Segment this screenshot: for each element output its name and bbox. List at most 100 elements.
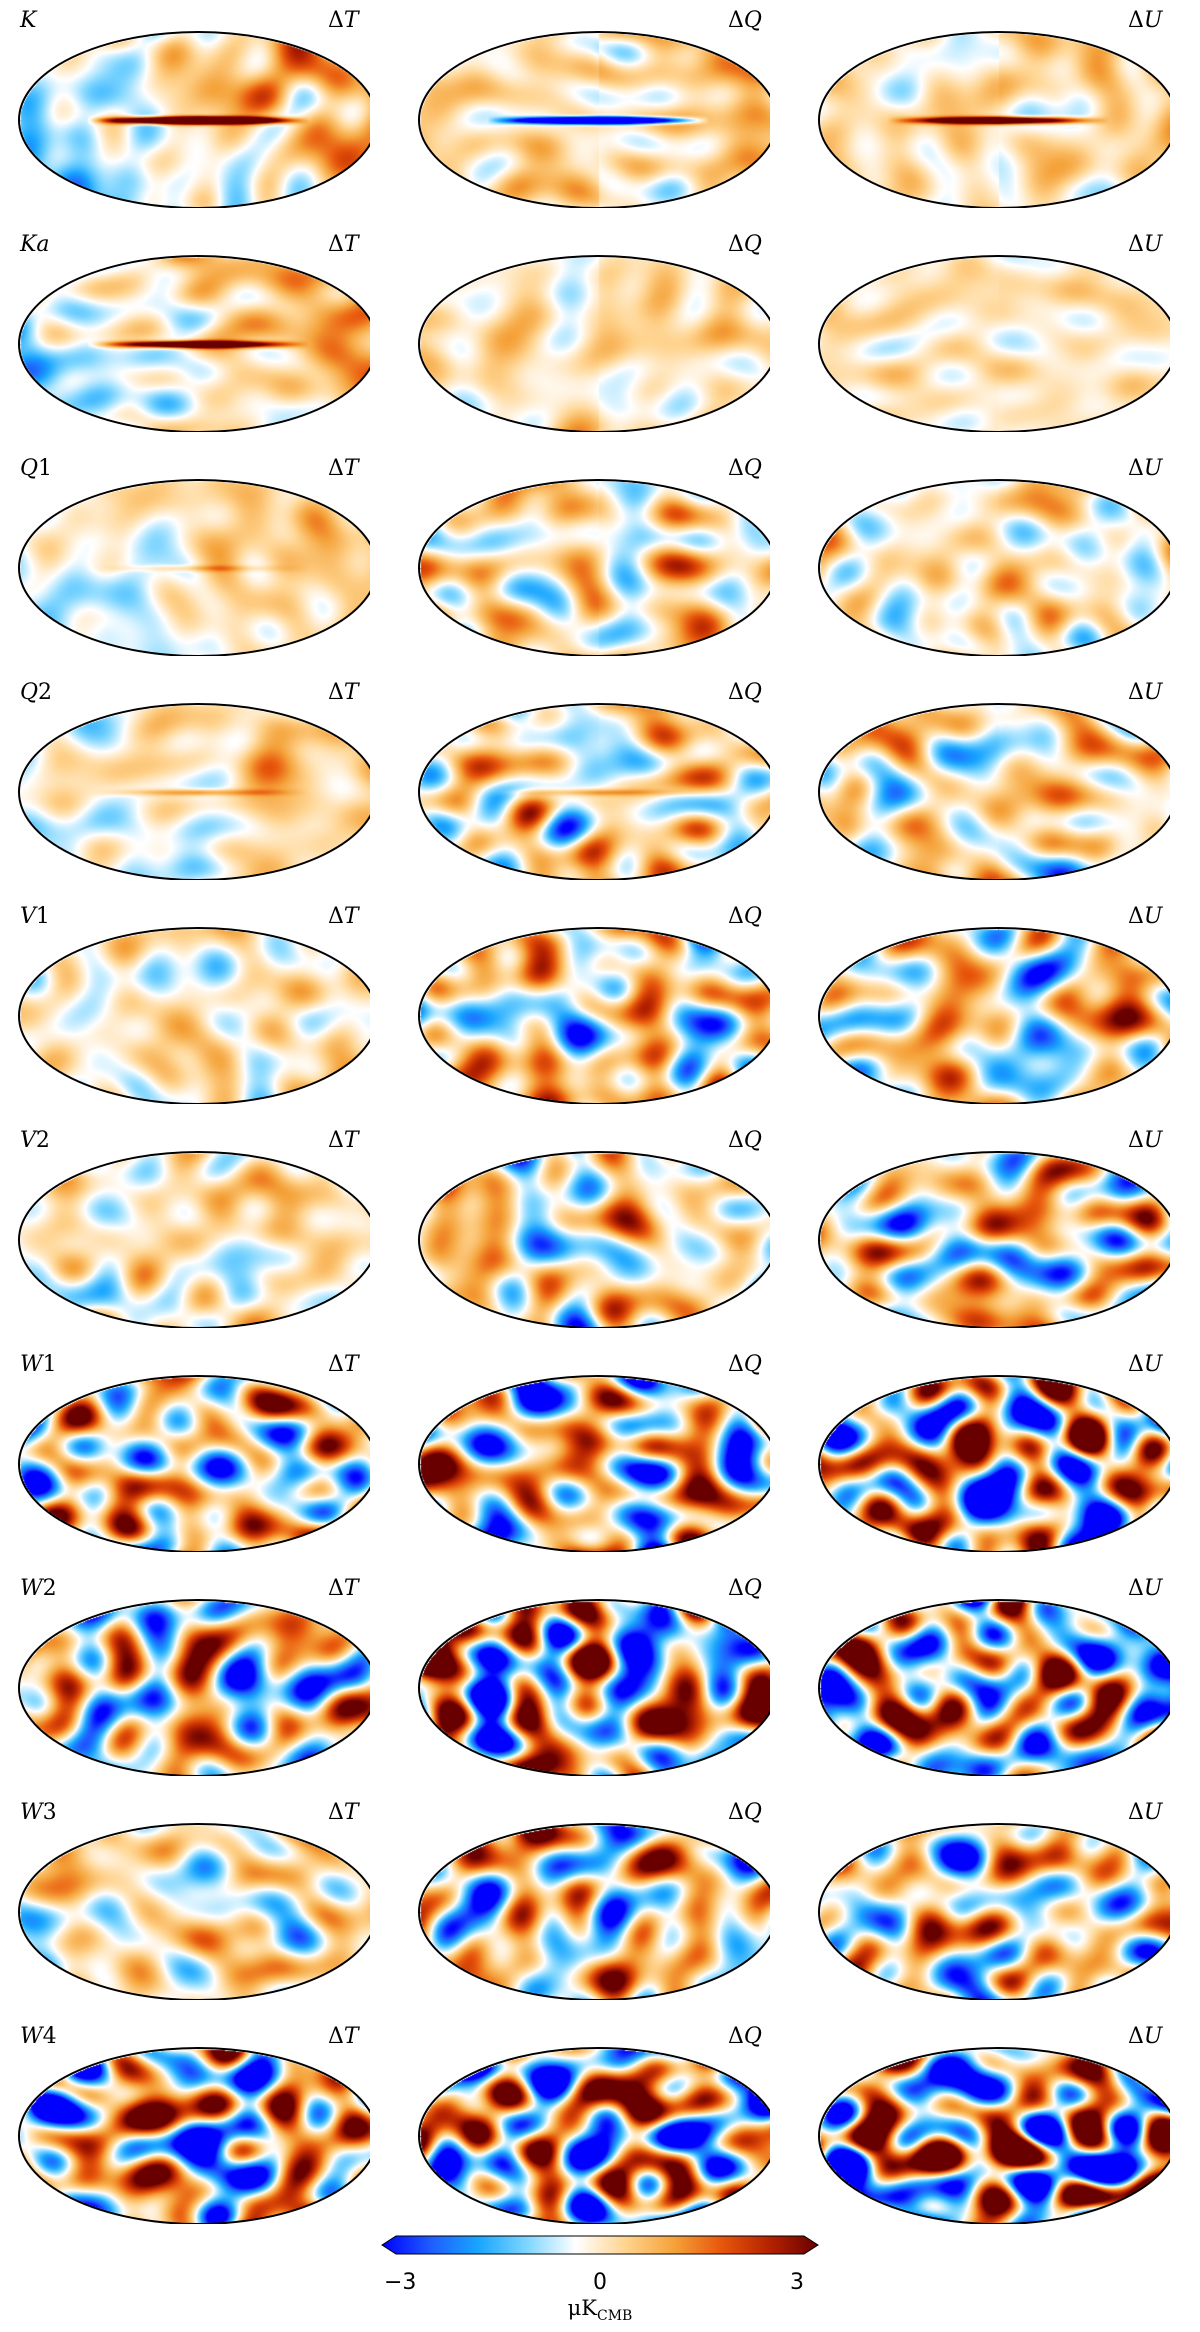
stokes-label: ΔT	[328, 1800, 370, 1825]
map-outline	[418, 927, 770, 1104]
sky-map-image	[810, 1352, 1170, 1552]
stokes-symbol: Q	[743, 232, 762, 257]
colorbar-unit-label: μKCMB	[380, 2296, 820, 2324]
band-index: 1	[35, 904, 50, 929]
band-label: V2	[20, 1128, 50, 1153]
map-outline	[818, 927, 1170, 1104]
sky-map-image	[10, 1128, 370, 1328]
stokes-label: ΔQ	[728, 8, 770, 33]
mollweide-boundary	[418, 1375, 770, 1552]
sky-map-image	[810, 904, 1170, 1104]
map-outline	[418, 1151, 770, 1328]
band-label: W3	[20, 1800, 57, 1825]
sky-map-image	[810, 456, 1170, 656]
sky-map-image	[410, 1128, 770, 1328]
band-index: 2	[35, 1128, 50, 1153]
map-cell: ΔQ	[410, 1576, 770, 1776]
delta-symbol: Δ	[328, 8, 344, 33]
band-label: V1	[20, 904, 50, 929]
band-name: Q	[20, 680, 39, 705]
stokes-symbol: T	[343, 1128, 359, 1153]
band-name: W	[20, 1576, 43, 1601]
band-label: Ka	[20, 232, 50, 257]
colorbar-gradient	[381, 2235, 819, 2255]
band-name: W	[20, 1352, 43, 1377]
delta-symbol: Δ	[1128, 456, 1144, 481]
stokes-label: ΔT	[328, 1576, 370, 1601]
stokes-label: ΔT	[328, 904, 370, 929]
map-outline	[418, 1823, 770, 2000]
mollweide-boundary	[18, 1823, 370, 2000]
band-index: 4	[42, 2024, 57, 2049]
mollweide-boundary	[18, 703, 370, 880]
map-cell: ΔU	[810, 904, 1170, 1104]
map-outline	[18, 927, 370, 1104]
map-outline	[818, 1151, 1170, 1328]
band-label: W4	[20, 2024, 57, 2049]
map-cell: ΔQ	[410, 456, 770, 656]
map-outline	[818, 31, 1170, 208]
colorbar-mid-label: 0	[593, 2270, 607, 2295]
stokes-symbol: Q	[743, 1800, 762, 1825]
map-cell: ΔU	[810, 680, 1170, 880]
map-grid: K ΔT ΔQ ΔU Ka ΔT ΔQ ΔU Q1 ΔT ΔQ ΔU Q2 ΔT ΔQ ΔU V1 ΔT ΔQ ΔU V…	[10, 8, 1170, 2224]
stokes-symbol: T	[343, 2024, 359, 2049]
delta-symbol: Δ	[728, 232, 744, 257]
band-index: 2	[42, 1576, 57, 1601]
map-cell: ΔU	[810, 1128, 1170, 1328]
delta-symbol: Δ	[728, 2024, 744, 2049]
delta-symbol: Δ	[728, 904, 744, 929]
band-name: V	[20, 1128, 36, 1153]
sky-map-image	[10, 2024, 370, 2224]
sky-map-image	[10, 1800, 370, 2000]
mollweide-boundary	[818, 2047, 1170, 2224]
map-cell: ΔQ	[410, 1128, 770, 1328]
stokes-symbol: Q	[743, 904, 762, 929]
delta-symbol: Δ	[728, 1800, 744, 1825]
mollweide-boundary	[418, 703, 770, 880]
stokes-label: ΔT	[328, 680, 370, 705]
stokes-symbol: U	[1143, 1352, 1163, 1377]
delta-symbol: Δ	[1128, 904, 1144, 929]
delta-symbol: Δ	[1128, 8, 1144, 33]
mollweide-boundary	[418, 1599, 770, 1776]
delta-symbol: Δ	[328, 1352, 344, 1377]
stokes-label: ΔQ	[728, 1800, 770, 1825]
mollweide-boundary	[818, 31, 1170, 208]
stokes-label: ΔU	[1128, 232, 1170, 257]
sky-map-image	[810, 1800, 1170, 2000]
stokes-label: ΔT	[328, 2024, 370, 2049]
stokes-symbol: Q	[743, 8, 762, 33]
map-cell: ΔU	[810, 1800, 1170, 2000]
delta-symbol: Δ	[328, 456, 344, 481]
delta-symbol: Δ	[1128, 680, 1144, 705]
stokes-symbol: U	[1143, 1576, 1163, 1601]
stokes-label: ΔU	[1128, 1128, 1170, 1153]
mollweide-boundary	[418, 927, 770, 1104]
band-index: 1	[42, 1352, 57, 1377]
stokes-label: ΔT	[328, 232, 370, 257]
stokes-label: ΔQ	[728, 680, 770, 705]
map-outline	[18, 2047, 370, 2224]
band-index: 1	[38, 456, 53, 481]
stokes-label: ΔU	[1128, 1800, 1170, 1825]
sky-map-image	[10, 1576, 370, 1776]
map-outline	[418, 1375, 770, 1552]
stokes-symbol: T	[343, 904, 359, 929]
mollweide-boundary	[818, 1375, 1170, 1552]
sky-map-image	[10, 680, 370, 880]
sky-map-image	[10, 8, 370, 208]
band-label: W1	[20, 1352, 57, 1377]
stokes-label: ΔU	[1128, 1576, 1170, 1601]
mollweide-boundary	[18, 1375, 370, 1552]
sky-map-image	[410, 2024, 770, 2224]
delta-symbol: Δ	[328, 680, 344, 705]
band-label: W2	[20, 1576, 57, 1601]
sky-map-image	[10, 232, 370, 432]
band-name: K	[20, 8, 37, 33]
stokes-symbol: Q	[743, 456, 762, 481]
sky-map-image	[10, 1352, 370, 1552]
map-cell: ΔQ	[410, 904, 770, 1104]
delta-symbol: Δ	[728, 1352, 744, 1377]
stokes-label: ΔQ	[728, 456, 770, 481]
